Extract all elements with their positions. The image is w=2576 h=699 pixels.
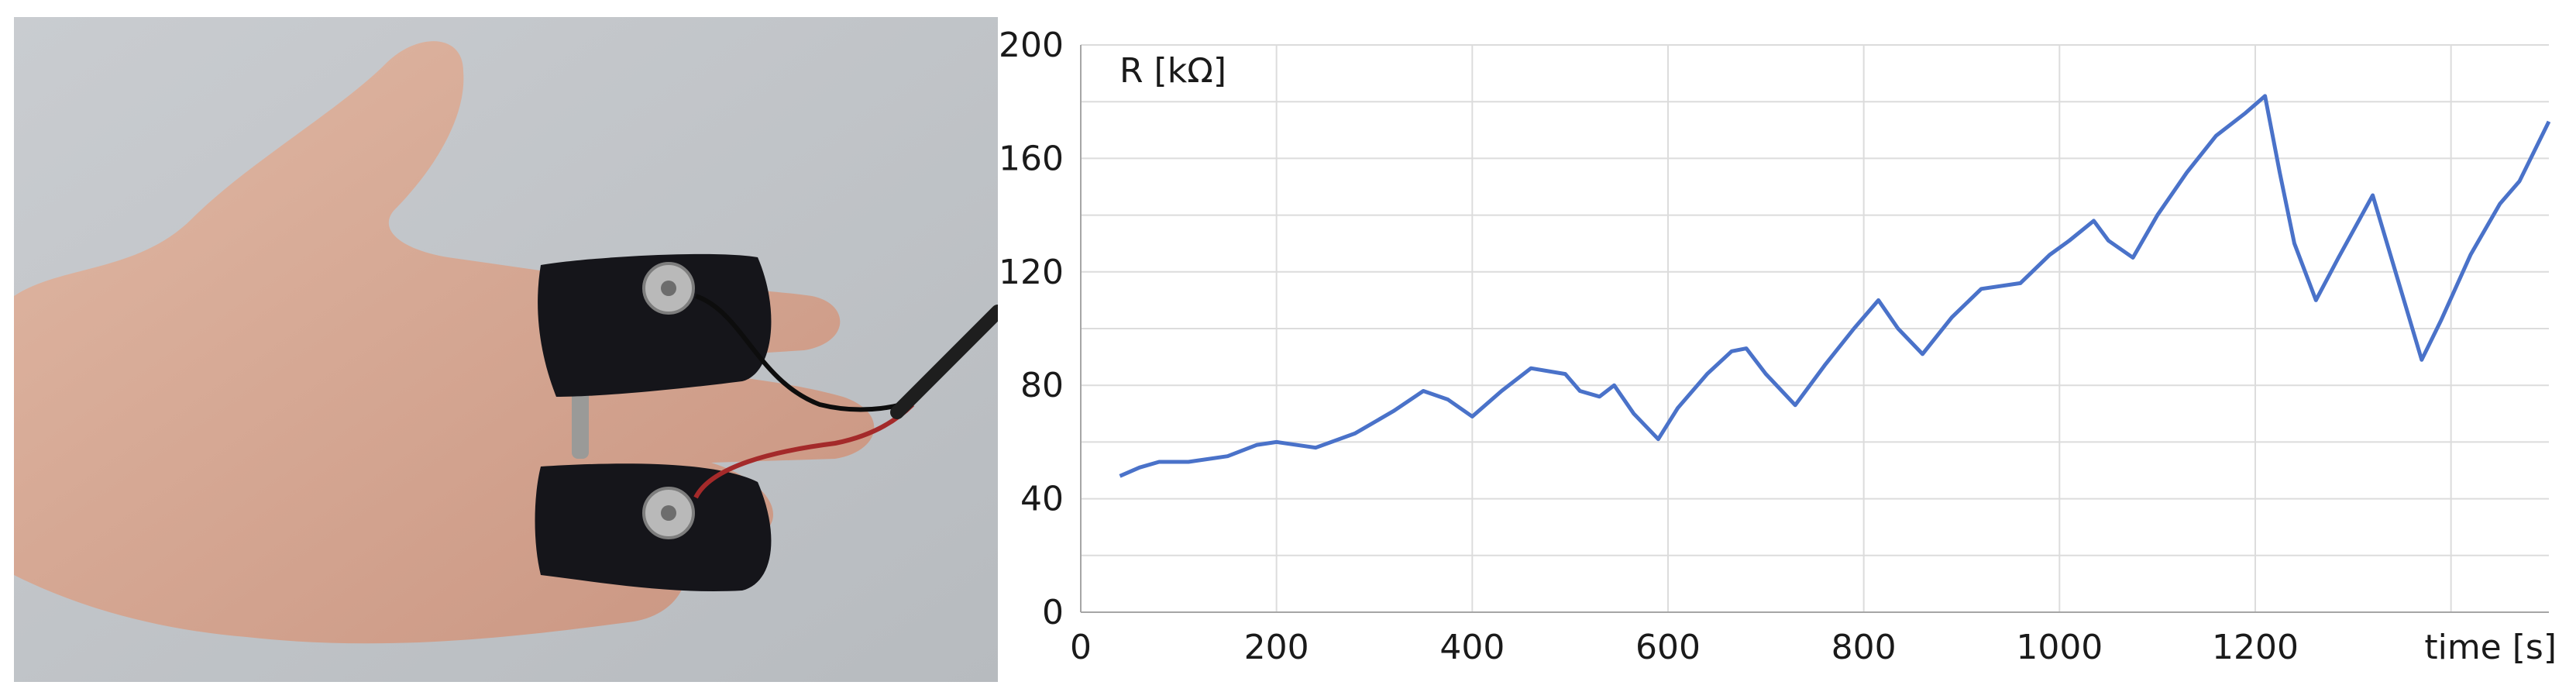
x-axis-label: time [s] bbox=[2424, 628, 2557, 667]
resistance-chart: 0 40 80 120 160 200 0 200 400 600 800 1000 1200 R [k… bbox=[999, 0, 2576, 699]
wire-black bbox=[695, 294, 914, 412]
ring bbox=[572, 385, 589, 459]
x-tick-label: 600 bbox=[1635, 628, 1701, 667]
y-tick-label: 0 bbox=[1042, 593, 1064, 632]
grid-lines bbox=[1081, 44, 2549, 612]
photo-hand-electrodes bbox=[14, 17, 998, 682]
x-tick-label: 200 bbox=[1244, 628, 1309, 667]
tick-labels: 0 40 80 120 160 200 0 200 400 600 800 1000 1200 bbox=[999, 26, 2299, 667]
series-line bbox=[1119, 94, 2551, 478]
x-tick-label: 1000 bbox=[2016, 628, 2103, 667]
y-axis-label: R [kΩ] bbox=[1119, 51, 1226, 91]
y-tick-label: 80 bbox=[1020, 366, 1064, 405]
y-tick-label: 200 bbox=[999, 26, 1064, 65]
y-tick-label: 40 bbox=[1020, 480, 1064, 519]
x-tick-label: 0 bbox=[1070, 628, 1092, 667]
y-tick-label: 160 bbox=[999, 139, 1064, 178]
wire-red bbox=[693, 402, 915, 499]
series-layer bbox=[1119, 94, 2551, 478]
hand-photo-illustration bbox=[14, 17, 998, 682]
cable-connector bbox=[890, 305, 998, 419]
x-tick-label: 800 bbox=[1831, 628, 1897, 667]
chart-svg: 0 40 80 120 160 200 0 200 400 600 800 1000 1200 R [k… bbox=[999, 26, 2557, 667]
axes bbox=[1080, 45, 2549, 613]
electrode-sleeve-upper bbox=[538, 253, 772, 397]
x-tick-label: 1200 bbox=[2212, 628, 2299, 667]
y-tick-label: 120 bbox=[999, 253, 1064, 292]
x-tick-label: 400 bbox=[1439, 628, 1505, 667]
